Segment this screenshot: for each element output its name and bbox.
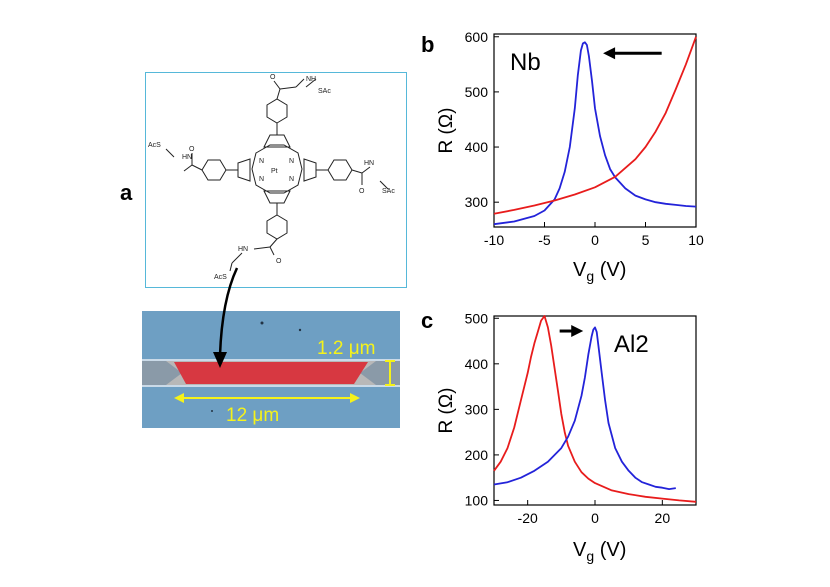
- label-o-top: O: [270, 74, 276, 81]
- bottom-electrode: [142, 385, 400, 428]
- label-o-left: O: [189, 146, 195, 153]
- x-tick-label-b: -5: [538, 232, 551, 248]
- porphyrin-molecule-drawing: NH SAc AcS HN HN SAc HN AcS N N N N Pt O…: [148, 74, 395, 281]
- y-tick-label-c: 100: [465, 492, 489, 508]
- label-left-acs: AcS: [148, 142, 161, 149]
- x-tick-label-c: -20: [518, 510, 538, 526]
- label-top-sac: SAc: [318, 88, 331, 95]
- series-line-b-red: [493, 36, 697, 215]
- annotation-b: Nb: [510, 49, 541, 76]
- y-axis-label-c: R (Ω): [436, 388, 457, 434]
- x-tick-label-b: 5: [642, 232, 650, 248]
- series-line-b-blue: [493, 41, 697, 226]
- panel-label-c: c: [421, 308, 434, 333]
- x-tick-label-c: 0: [591, 510, 599, 526]
- y-tick-label-b: 500: [465, 84, 489, 100]
- y-tick-label-c: 500: [465, 310, 489, 326]
- label-n-4: N: [289, 176, 294, 183]
- arrow-head-c: [571, 325, 584, 338]
- arrow-head-b: [603, 47, 616, 60]
- label-o-right: O: [359, 188, 365, 195]
- y-axis-label-b: R (Ω): [436, 108, 457, 154]
- label-left-nh: HN: [182, 154, 192, 161]
- sem-device-image: 1.2 μm 12 μm: [142, 311, 400, 428]
- x-tick-label-c: 20: [655, 510, 671, 526]
- x-tick-label-b: 0: [591, 232, 599, 248]
- label-right-nh: HN: [364, 160, 374, 167]
- series-line-c-red: [493, 315, 697, 503]
- series-line-c-blue: [493, 326, 676, 491]
- label-n-1: N: [259, 158, 264, 165]
- y-tick-label-c: 200: [465, 447, 489, 463]
- molecule-structure-box: NH SAc AcS HN HN SAc HN AcS N N N N Pt O…: [145, 72, 407, 288]
- y-tick-label-c: 300: [465, 401, 489, 417]
- label-n-3: N: [259, 176, 264, 183]
- label-right-sac: SAc: [382, 188, 395, 195]
- y-tick-label-b: 600: [465, 29, 489, 45]
- label-bottom-nh: HN: [238, 246, 248, 253]
- x-axis-label-c: Vg (V): [573, 539, 626, 564]
- left-electrode-tip: [142, 361, 182, 385]
- label-n-2: N: [289, 158, 294, 165]
- x-tick-label-b: 10: [688, 232, 704, 248]
- y-tick-label-b: 300: [465, 194, 489, 210]
- label-o-bottom: O: [276, 258, 282, 265]
- label-pt: Pt: [271, 168, 278, 175]
- y-tick-label-b: 400: [465, 139, 489, 155]
- y-tick-label-c: 400: [465, 356, 489, 372]
- top-electrode: [142, 311, 400, 361]
- panel-label-b: b: [421, 32, 435, 57]
- label-top-nh: NH: [306, 76, 316, 83]
- width-label: 1.2 μm: [317, 338, 375, 359]
- panel-label-a: a: [120, 180, 133, 205]
- x-axis-label-b: Vg (V): [573, 259, 626, 284]
- length-label: 12 μm: [226, 405, 279, 426]
- annotation-c: Al2: [614, 331, 649, 358]
- x-tick-label-b: -10: [484, 232, 504, 248]
